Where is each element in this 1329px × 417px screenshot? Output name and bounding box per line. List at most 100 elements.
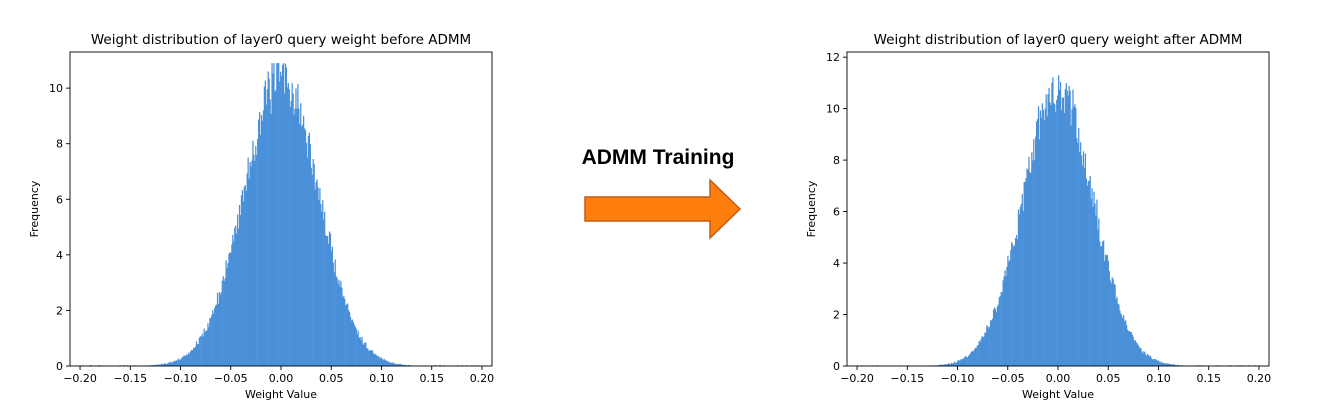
histogram-bar: [1102, 241, 1104, 366]
histogram-bar: [256, 155, 258, 366]
histogram-bar: [1006, 266, 1008, 366]
y-tick-label: 4: [833, 257, 840, 270]
histogram-bar: [1048, 88, 1050, 366]
histogram-bar: [228, 254, 230, 366]
histogram-bar: [286, 87, 288, 367]
histogram-bar: [1079, 152, 1081, 366]
histogram-bar: [193, 347, 196, 366]
histogram-bar: [168, 362, 170, 366]
histogram-bar: [267, 71, 269, 367]
histogram-bar: [186, 354, 188, 366]
histogram-bar: [371, 350, 374, 366]
histogram-bar: [1003, 276, 1005, 366]
histogram-bar: [332, 262, 334, 366]
histogram-bar: [1089, 175, 1091, 366]
histogram-bar: [1035, 121, 1038, 366]
histogram-bar: [1169, 363, 1171, 366]
histogram-bar: [259, 134, 262, 366]
histogram-bar: [284, 63, 287, 366]
histogram-bar: [348, 311, 351, 366]
histogram-bar: [971, 350, 974, 366]
histogram-bar: [199, 336, 201, 366]
histogram-bar: [1045, 94, 1047, 367]
x-tick-label: −0.15: [113, 372, 147, 385]
histogram-bar: [982, 337, 984, 366]
histogram-bar: [305, 142, 308, 366]
histogram-bar: [357, 330, 359, 366]
histogram-bar: [231, 244, 233, 366]
histogram-bar: [1031, 152, 1033, 366]
histogram-bar: [355, 328, 357, 366]
histogram-bar: [1114, 284, 1116, 366]
histogram-bar: [1054, 104, 1056, 366]
histogram-bar: [980, 339, 982, 366]
histogram-bar: [360, 340, 362, 366]
histogram-bar: [1007, 255, 1009, 366]
histogram-bar: [1148, 356, 1151, 366]
y-tick-label: 12: [826, 51, 840, 64]
histogram-bar: [1132, 336, 1134, 366]
histogram-bar: [230, 253, 232, 366]
histogram-bar: [1133, 340, 1135, 366]
histogram-bar: [1081, 165, 1084, 366]
x-tick-label: 0.05: [319, 372, 344, 385]
histogram-bar: [1162, 363, 1164, 366]
histogram-bar: [152, 364, 155, 366]
histogram-bar: [203, 328, 205, 366]
histogram-bar: [336, 278, 338, 366]
x-tick-label: 0.05: [1096, 372, 1121, 385]
histogram-bar: [943, 365, 945, 366]
histogram-bar: [292, 93, 294, 367]
histogram-bar: [395, 364, 398, 366]
histogram-bar: [388, 362, 390, 366]
histogram-bar: [1125, 324, 1128, 366]
right-arrow-icon: [584, 178, 742, 240]
histogram-bar: [1049, 102, 1051, 366]
histogram-bar: [952, 363, 954, 366]
histogram-bar: [341, 287, 343, 366]
histogram-bar: [1066, 90, 1068, 367]
histogram-bar: [188, 352, 190, 366]
histogram-bar: [1024, 181, 1026, 366]
histogram-bar: [244, 185, 246, 366]
histogram-bar: [1119, 310, 1121, 366]
histogram-bar: [349, 316, 352, 366]
histogram-bar: [1028, 156, 1030, 366]
histogram-bar: [965, 356, 967, 366]
histogram-bar: [1152, 359, 1154, 366]
histogram-bar: [270, 113, 272, 366]
histogram-bar: [222, 276, 224, 366]
histogram-bar: [1057, 95, 1059, 367]
histogram-bar: [1040, 118, 1043, 366]
histogram-bar: [940, 365, 942, 366]
histogram-bar: [340, 280, 342, 366]
histogram-bar: [1103, 260, 1106, 366]
histogram-bar: [287, 83, 289, 366]
histogram-bar: [365, 342, 367, 366]
histogram-bar: [1172, 364, 1175, 366]
histogram-bar: [331, 246, 333, 366]
histogram-bar: [281, 65, 284, 366]
histogram-bar: [288, 89, 290, 366]
histogram-bar: [302, 124, 304, 367]
histogram-bar: [994, 308, 997, 366]
histogram-bar: [1140, 348, 1142, 366]
histogram-bar: [328, 231, 331, 366]
histogram-bar: [382, 360, 384, 366]
histogram-bar: [307, 136, 310, 366]
histogram-bar: [257, 138, 259, 366]
histogram-bar: [384, 359, 386, 366]
histogram-bar: [347, 303, 349, 366]
histogram-bar: [318, 199, 320, 366]
histogram-bar: [1111, 277, 1113, 366]
histogram-bar: [352, 322, 355, 366]
histogram-bar: [163, 364, 165, 366]
histogram-bar: [981, 336, 983, 366]
histogram-bar: [939, 364, 941, 366]
histogram-bar: [1126, 329, 1129, 366]
histogram-bar: [995, 312, 998, 366]
histogram-bar: [260, 114, 263, 366]
histogram-bar: [263, 86, 266, 366]
histogram-bar: [191, 349, 193, 366]
